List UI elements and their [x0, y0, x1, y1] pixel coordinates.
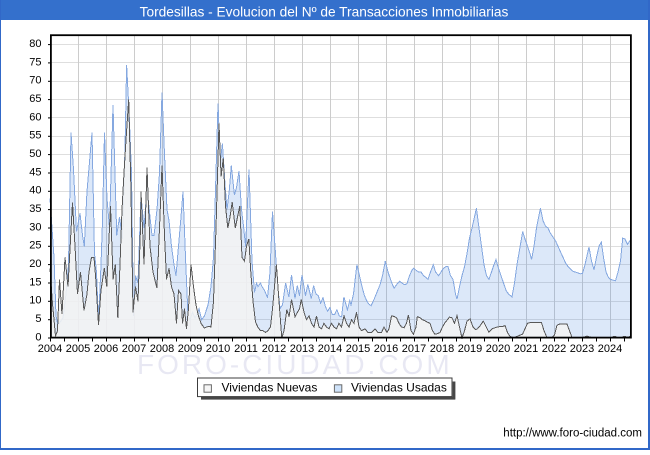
svg-text:2021: 2021: [514, 343, 538, 355]
svg-text:2017: 2017: [402, 343, 426, 355]
svg-text:2011: 2011: [234, 343, 258, 355]
svg-text:45: 45: [29, 166, 41, 178]
svg-text:Tordesillas - Evolucion del Nº: Tordesillas - Evolucion del Nº de Transa…: [140, 4, 509, 19]
svg-text:55: 55: [29, 130, 41, 142]
svg-text:FORO-CIUDAD.COM: FORO-CIUDAD.COM: [137, 349, 453, 380]
svg-text:60: 60: [29, 111, 41, 123]
svg-text:2024: 2024: [598, 343, 622, 355]
svg-text:Viviendas Usadas: Viviendas Usadas: [351, 380, 447, 394]
svg-text:2006: 2006: [94, 343, 118, 355]
svg-text:http://www.foro-ciudad.com: http://www.foro-ciudad.com: [503, 428, 642, 440]
svg-text:80: 80: [29, 38, 41, 50]
svg-text:2022: 2022: [542, 343, 566, 355]
svg-text:2012: 2012: [262, 343, 286, 355]
svg-text:65: 65: [29, 93, 41, 105]
svg-text:40: 40: [29, 185, 41, 197]
svg-text:2010: 2010: [206, 343, 230, 355]
svg-text:2023: 2023: [570, 343, 594, 355]
svg-text:2004: 2004: [38, 343, 62, 355]
svg-text:2018: 2018: [430, 343, 454, 355]
svg-text:25: 25: [29, 240, 41, 252]
svg-text:2009: 2009: [178, 343, 202, 355]
svg-text:75: 75: [29, 56, 41, 68]
svg-text:Viviendas Nuevas: Viviendas Nuevas: [222, 380, 318, 394]
svg-text:5: 5: [35, 313, 41, 325]
svg-text:35: 35: [29, 203, 41, 215]
svg-text:2013: 2013: [290, 343, 314, 355]
svg-text:2008: 2008: [150, 343, 174, 355]
svg-text:2019: 2019: [458, 343, 482, 355]
svg-text:2014: 2014: [318, 343, 342, 355]
svg-text:2015: 2015: [346, 343, 370, 355]
svg-text:10: 10: [29, 295, 41, 307]
svg-text:20: 20: [29, 258, 41, 270]
svg-text:2020: 2020: [486, 343, 510, 355]
svg-text:50: 50: [29, 148, 41, 160]
svg-text:2005: 2005: [66, 343, 90, 355]
svg-text:2016: 2016: [374, 343, 398, 355]
svg-text:30: 30: [29, 221, 41, 233]
svg-text:0: 0: [35, 331, 41, 343]
svg-text:15: 15: [29, 276, 41, 288]
svg-text:70: 70: [29, 75, 41, 87]
svg-text:2007: 2007: [122, 343, 146, 355]
